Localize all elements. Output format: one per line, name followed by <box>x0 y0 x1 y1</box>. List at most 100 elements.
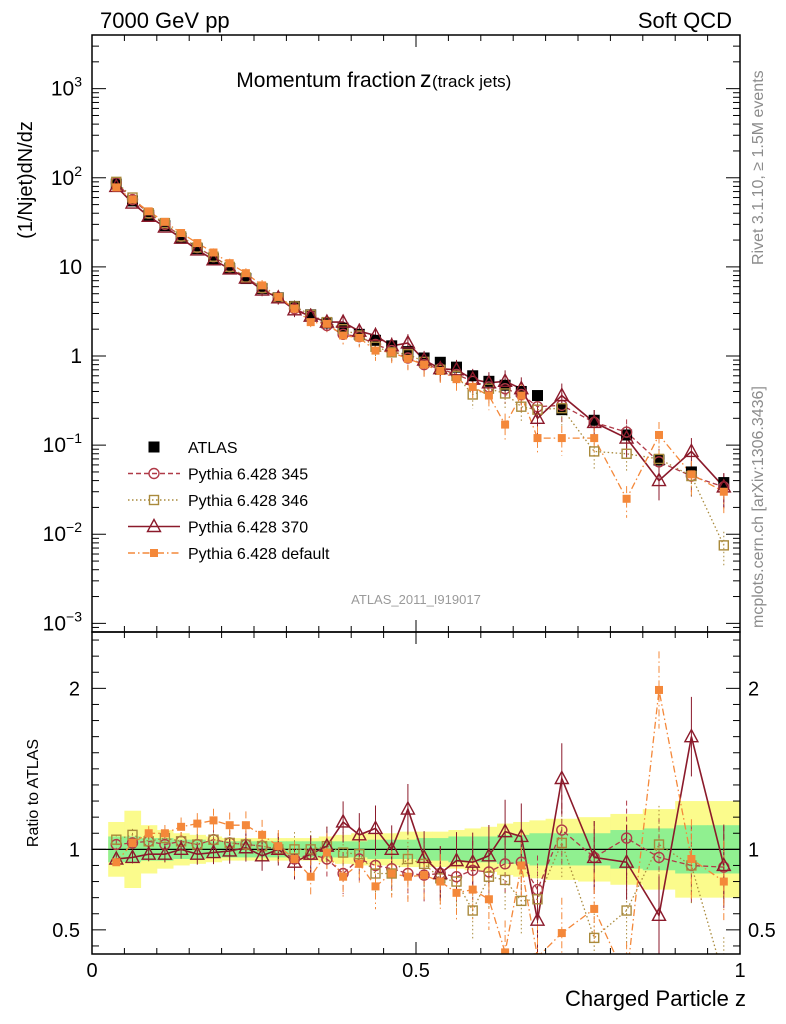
ratio-point-p346 <box>305 844 316 855</box>
main-point-atlas <box>588 414 600 426</box>
main-point-pdef <box>355 333 364 342</box>
main-point-pdef <box>241 269 250 278</box>
main-point-atlas <box>532 390 543 402</box>
main-point-p370 <box>618 429 635 444</box>
main-title-symbol: z <box>420 66 432 92</box>
tick-base: 10 <box>43 523 66 546</box>
ratio-point-p370 <box>205 844 222 859</box>
ratio-point-p346 <box>192 839 203 850</box>
main-point-atlas <box>224 262 236 274</box>
main-point-atlas <box>208 253 219 265</box>
main-point-atlas <box>499 379 511 391</box>
tick-exponent: 3 <box>74 74 82 90</box>
ratio-point-p345 <box>653 851 665 864</box>
ratio-point-p370 <box>716 856 732 872</box>
ratio-point-pdef <box>420 871 429 880</box>
ratio-point-p370 <box>554 770 570 785</box>
rivet-version-label: Rivet 3.1.10, ≥ 1.5M events <box>750 70 767 265</box>
ratio-point-p370 <box>141 845 157 860</box>
ratio-y-tick-label: 0.5 <box>52 920 80 942</box>
ratio-point-p346 <box>418 858 430 870</box>
ratio-y-tick-label-right: 0.5 <box>748 920 776 942</box>
ratio-point-p345 <box>499 858 511 870</box>
tick-exponent: 2 <box>74 163 82 179</box>
ratio-point-pdef <box>258 830 267 839</box>
main-point-pdef <box>387 348 396 357</box>
main-point-p346 <box>589 446 600 457</box>
ratio-point-pdef <box>655 685 663 694</box>
energy-label: 7000 GeV pp <box>100 8 230 33</box>
main-point-pdef <box>557 434 566 443</box>
main-point-pdef <box>128 195 137 204</box>
legend-marker-pdef <box>150 549 158 557</box>
ratio-point-pdef <box>306 872 315 881</box>
ratio-point-p346 <box>653 839 665 850</box>
ratio-point-p345 <box>369 859 382 872</box>
ratio-point-pdef <box>557 929 566 938</box>
process-label: Soft QCD <box>638 8 732 33</box>
ratio-point-pdef <box>290 855 299 864</box>
main-y-tick-label: 1 <box>70 345 82 368</box>
main-point-p346 <box>621 448 632 459</box>
ratio-point-pdef <box>403 872 412 881</box>
main-point-p370 <box>481 374 497 389</box>
main-frame <box>91 34 741 633</box>
ratio-point-p346 <box>483 871 495 882</box>
main-point-pdef <box>306 318 315 327</box>
ratio-point-p345 <box>418 869 430 881</box>
ratio-point-pdef <box>112 858 121 867</box>
main-point-p346 <box>386 347 397 358</box>
main-point-pdef <box>290 304 299 313</box>
ratio-point-p346 <box>224 837 235 849</box>
ratio-point-p370 <box>481 847 497 862</box>
ratio-point-p370 <box>586 848 602 864</box>
ratio-point-p370 <box>448 852 465 867</box>
ratio-point-pdef <box>355 859 364 868</box>
main-point-atlas <box>621 429 633 441</box>
ratio-point-p345 <box>159 838 171 851</box>
main-title-subscript: (track jets) <box>432 72 511 91</box>
ratio-point-p346 <box>386 868 397 879</box>
ratio-point-p370 <box>367 819 384 835</box>
ratio-frame <box>91 631 741 955</box>
main-point-pdef <box>436 366 445 375</box>
ratio-point-p346 <box>175 836 187 847</box>
main-point-pdef <box>501 420 510 429</box>
ratio-point-p346 <box>621 905 632 916</box>
ratio-point-p370 <box>529 911 546 926</box>
ratio-line-p370 <box>116 736 725 921</box>
ratio-point-pdef <box>590 904 599 913</box>
main-y-axis-label: (1/Njet)dN/dz <box>15 121 37 239</box>
ratio-point-p370 <box>189 845 205 860</box>
ratio-point-p346 <box>354 848 365 860</box>
ratio-point-p346 <box>499 874 511 886</box>
main-point-p345 <box>620 426 633 438</box>
main-point-atlas <box>175 232 187 244</box>
ratio-point-pdef <box>322 848 331 857</box>
ratio-point-p370 <box>124 848 141 864</box>
ratio-point-p370 <box>303 845 319 860</box>
ratio-point-p370 <box>513 828 529 843</box>
legend-label-p370: Pythia 6.428 370 <box>188 520 308 537</box>
ratio-point-pdef <box>501 948 510 954</box>
main-point-pdef <box>144 207 153 216</box>
main-y-tick-label: 103 <box>51 74 82 101</box>
tick-base: 10 <box>51 78 74 101</box>
ratio-point-p346 <box>467 905 478 916</box>
ratio-y-tick-label: 1 <box>69 839 80 861</box>
ratio-point-p370 <box>651 906 667 922</box>
main-point-pdef <box>160 217 169 226</box>
ratio-point-pdef <box>452 888 461 897</box>
analysis-watermark: ATLAS_2011_I919017 <box>351 592 481 607</box>
ratio-point-p346 <box>532 894 543 905</box>
main-y-tick-label: 102 <box>51 163 82 190</box>
ratio-point-pdef <box>193 819 202 828</box>
ratio-point-p370 <box>683 728 700 743</box>
main-y-tick-label: 10−2 <box>43 519 83 546</box>
main-point-pdef <box>655 430 663 439</box>
x-tick-label: 1 <box>734 960 745 982</box>
main-title: Momentum fraction <box>236 69 416 92</box>
main-point-pdef <box>225 259 234 268</box>
ratio-y-tick-label-right: 2 <box>748 678 759 700</box>
